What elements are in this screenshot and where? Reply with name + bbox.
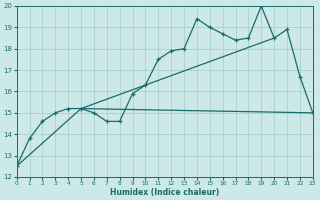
X-axis label: Humidex (Indice chaleur): Humidex (Indice chaleur) [110,188,219,197]
